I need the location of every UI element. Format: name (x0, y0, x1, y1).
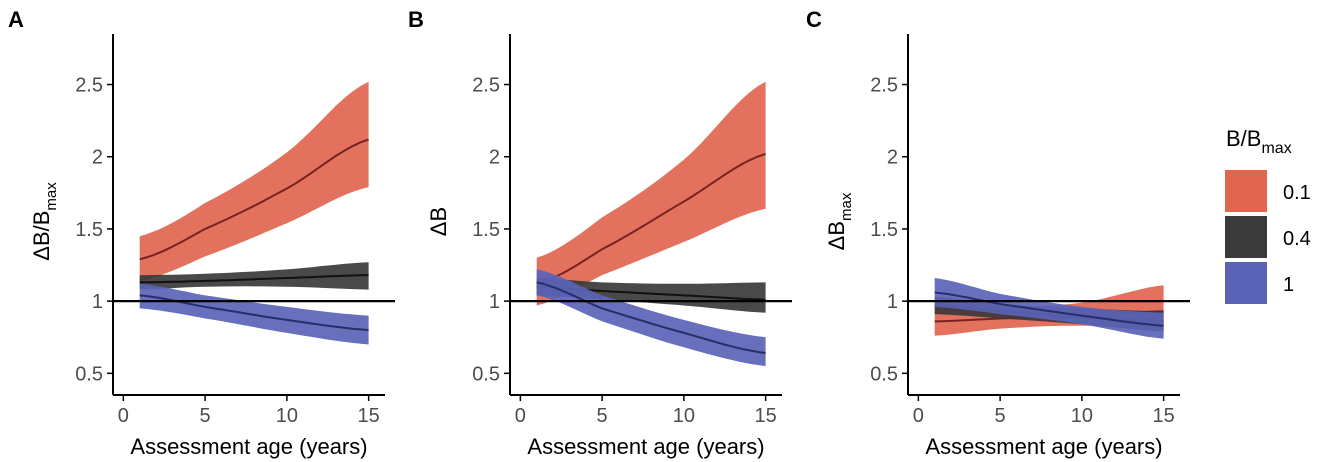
legend-key-0.1 (1225, 170, 1267, 212)
x-tick-label: 0 (913, 405, 924, 427)
legend-title-main: B/B (1226, 126, 1261, 151)
plot-area (139, 81, 369, 345)
legend-items: 0.1 0.4 1 (1225, 170, 1311, 304)
y-axis-title: ΔBmax (824, 192, 855, 250)
x-tick-label: 0 (515, 405, 526, 427)
y-axis-title-main: ΔB (426, 207, 451, 236)
legend-label-1: 1 (1283, 274, 1294, 296)
line-series-1 (934, 291, 1164, 327)
y-axis-title: ΔB/Bmax (29, 182, 60, 261)
y-tick-label: 1.5 (472, 219, 500, 241)
line-series-1 (536, 281, 766, 355)
y-axis-title-sub: max (838, 192, 855, 221)
legend-key-0.4 (1225, 216, 1267, 258)
y-tick-label: 2 (92, 147, 103, 169)
panel-letter-c: C (806, 7, 822, 32)
plot-area (934, 278, 1164, 339)
y-tick-label: 2 (489, 147, 500, 169)
x-tick-label: 10 (673, 405, 695, 427)
y-tick-label: 1 (92, 291, 103, 313)
line-series-0.4 (139, 274, 369, 284)
y-axis-title-main: ΔB/B (29, 211, 54, 261)
ribbon-series-1 (536, 269, 766, 367)
x-axis-title: Assessment age (years) (130, 434, 367, 459)
line-series-0.1 (139, 138, 369, 261)
x-tick-label: 5 (995, 405, 1006, 427)
plot-area (536, 81, 766, 367)
legend-label-0.1: 0.1 (1283, 182, 1311, 204)
y-tick-label: 2.5 (75, 75, 103, 97)
x-axis-title: Assessment age (years) (925, 434, 1162, 459)
x-axis-title: Assessment age (years) (527, 434, 764, 459)
x-tick-label: 0 (118, 405, 129, 427)
y-axis-title-sub: max (43, 182, 60, 211)
y-tick-label: 2 (887, 147, 898, 169)
ribbon-series-0.1 (536, 81, 766, 306)
ribbon-series-0.1 (139, 81, 369, 281)
x-tick-label: 10 (276, 405, 298, 427)
x-tick-label: 10 (1071, 405, 1093, 427)
y-tick-label: 1 (489, 291, 500, 313)
y-tick-label: 1.5 (870, 219, 898, 241)
legend-title-sub: max (1261, 140, 1291, 157)
panel-a: A 0.5 1 1.5 2 2.5 0 5 10 15 Assessment age (years)… (8, 7, 395, 459)
y-tick-label: 0.5 (75, 363, 103, 385)
y-tick-label: 1 (887, 291, 898, 313)
y-tick-label: 0.5 (472, 363, 500, 385)
y-axis-title: ΔB (426, 207, 451, 236)
panel-b: B 0.5 1 1.5 2 2.5 0 5 10 15 Assessment age (years)… (408, 7, 792, 459)
panel-letter-a: A (8, 7, 24, 32)
x-tick-label: 5 (200, 405, 211, 427)
x-tick-label: 15 (358, 405, 380, 427)
ribbon-series-0.4 (536, 278, 766, 313)
ribbon-series-0.4 (139, 262, 369, 290)
legend-key-1 (1225, 262, 1267, 304)
legend-title: B/Bmax (1226, 126, 1292, 157)
line-series-0.1 (536, 152, 766, 285)
y-tick-label: 1.5 (75, 219, 103, 241)
legend: B/Bmax 0.1 0.4 1 (1225, 126, 1311, 304)
y-tick-label: 2.5 (870, 75, 898, 97)
y-tick-label: 2.5 (472, 75, 500, 97)
y-axis-title-main: ΔB (824, 221, 849, 250)
x-tick-label: 15 (1153, 405, 1175, 427)
y-tick-label: 0.5 (870, 363, 898, 385)
x-tick-label: 15 (755, 405, 777, 427)
legend-label-0.4: 0.4 (1283, 228, 1311, 250)
panel-letter-b: B (408, 7, 424, 32)
ribbon-series-1 (934, 278, 1164, 339)
x-tick-label: 5 (597, 405, 608, 427)
panel-c: C 0.5 1 1.5 2 2.5 0 5 10 15 Assessment age (years)… (806, 7, 1190, 459)
